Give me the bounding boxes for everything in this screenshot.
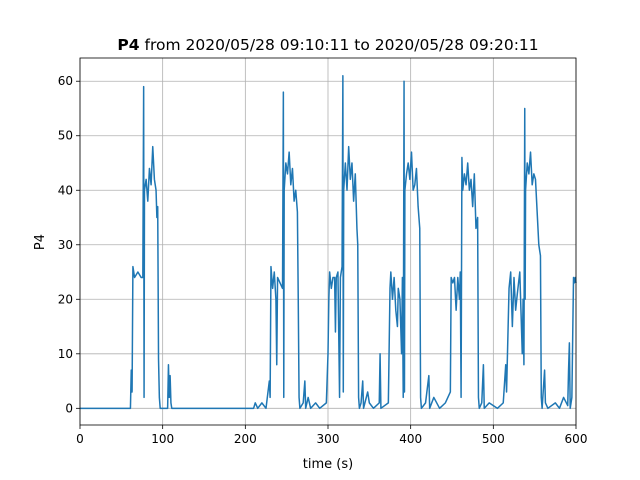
y-tick-label: 0 (65, 401, 73, 415)
y-tick-label: 20 (58, 292, 73, 306)
y-tick-label: 60 (58, 74, 73, 88)
x-axis-label: time (s) (303, 457, 353, 472)
data-line (80, 75, 577, 410)
x-tick-label: 500 (482, 432, 505, 446)
x-tick-label: 600 (565, 432, 588, 446)
x-tick-label: 400 (399, 432, 422, 446)
chart-title: P4 from 2020/05/28 09:10:11 to 2020/05/28… (117, 36, 538, 54)
x-tick-label: 0 (76, 432, 84, 446)
title-bold: P4 (117, 36, 139, 54)
y-tick-label: 10 (58, 347, 73, 361)
x-tick-label: 100 (151, 432, 174, 446)
x-tick-label: 200 (234, 432, 257, 446)
y-axis-label: P4 (33, 234, 48, 250)
y-tick-label: 30 (58, 238, 73, 252)
x-tick-label: 300 (317, 432, 340, 446)
y-tick-label: 50 (58, 129, 73, 143)
axes-frame (79, 57, 577, 426)
title-text: from 2020/05/28 09:10:11 to 2020/05/28 0… (144, 36, 538, 54)
y-tick-label: 40 (58, 183, 73, 197)
